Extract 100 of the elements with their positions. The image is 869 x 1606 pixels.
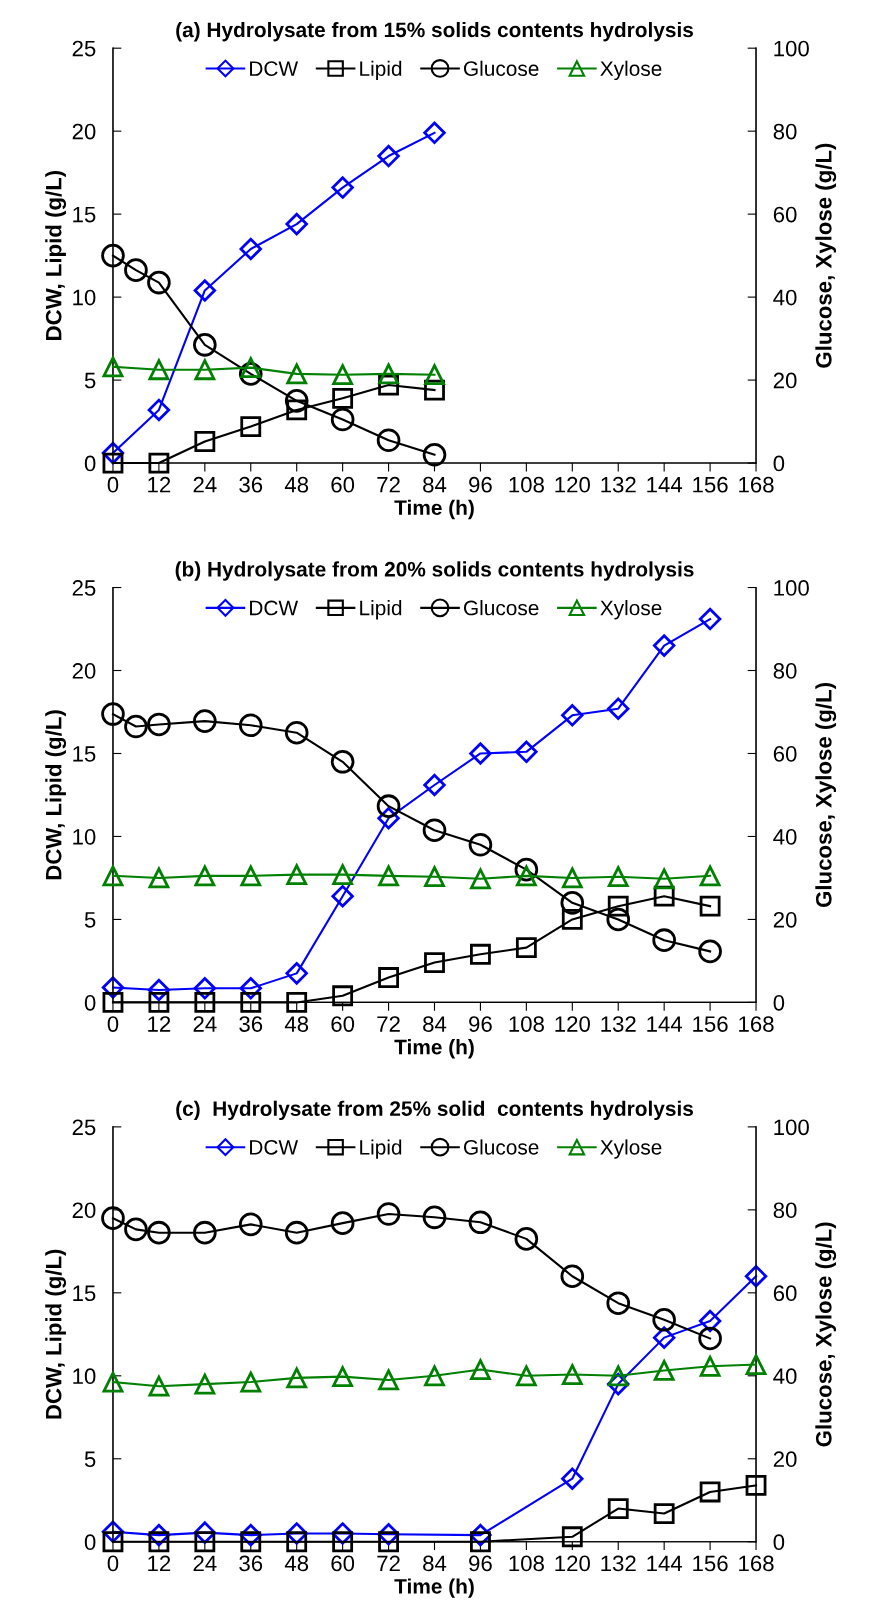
x-tick-label: 108 (509, 476, 544, 493)
y2-tick-label: 60 (773, 746, 797, 762)
y2-tick-label: 40 (773, 1368, 797, 1385)
point (240, 357, 262, 379)
point (194, 1531, 216, 1553)
point (102, 865, 124, 887)
x-tick-label: 72 (377, 1555, 400, 1572)
y2-tick-label: 0 (773, 455, 785, 472)
x-tick-label: 24 (193, 1016, 217, 1032)
point (514, 1227, 539, 1251)
point (745, 1474, 767, 1496)
x-tick-label: 48 (284, 1016, 309, 1032)
point (377, 144, 400, 168)
y-tick-label: 25 (72, 1119, 96, 1136)
y2-tick-label: 80 (773, 663, 797, 679)
point (102, 1531, 124, 1553)
point (332, 387, 354, 409)
legend-label: Glucose (464, 600, 539, 616)
point (238, 713, 263, 738)
x-tick-label: 36 (239, 1555, 263, 1572)
y-tick-label: 5 (84, 372, 96, 389)
x-axis-title: Time (h) (394, 499, 474, 520)
point (470, 943, 491, 965)
x-tick-label: 60 (331, 1016, 355, 1032)
x-tick-label: 132 (601, 1555, 636, 1572)
point (376, 428, 401, 453)
x-tick-label: 120 (555, 1016, 590, 1032)
legend-label: Glucose (464, 1139, 539, 1155)
y2-axis-title: Glucose, Xylose (g/L) (815, 143, 837, 368)
point (284, 389, 309, 413)
point (286, 1367, 308, 1389)
x-tick-label: 168 (739, 476, 774, 493)
point (286, 1531, 308, 1553)
x-tick-label: 168 (739, 1016, 774, 1032)
point (148, 991, 170, 1013)
y2-axis-title: Glucose, Xylose (g/L) (815, 683, 837, 908)
x-tick-label: 144 (647, 477, 683, 493)
point (468, 1210, 493, 1235)
point (653, 868, 675, 890)
x-axis-title: Time (h) (394, 1578, 474, 1598)
point (606, 1291, 631, 1316)
y-tick-label: 20 (72, 663, 96, 679)
legend-label: DCW (250, 61, 299, 76)
point (102, 452, 124, 474)
point (698, 939, 722, 964)
point (378, 967, 399, 988)
point (560, 1264, 585, 1289)
point (194, 431, 216, 452)
point (376, 1202, 401, 1226)
point (331, 884, 354, 908)
y2-tick-label: 20 (773, 372, 797, 389)
point (607, 697, 630, 720)
point (286, 399, 308, 421)
point (470, 1531, 491, 1553)
legend-label: Lipid (360, 60, 402, 81)
point (240, 1531, 262, 1553)
x-tick-label: 84 (423, 1016, 447, 1032)
point (194, 991, 216, 1013)
y-tick-label: 25 (72, 580, 96, 596)
point (148, 452, 170, 474)
point (424, 364, 445, 386)
point (699, 1481, 721, 1503)
legend-label: Xylose (600, 60, 662, 81)
x-tick-label: 132 (601, 476, 636, 493)
point (124, 714, 148, 739)
y2-tick-label: 40 (773, 828, 797, 845)
point (606, 907, 631, 932)
point (332, 364, 354, 386)
point (376, 794, 401, 818)
point (377, 1367, 400, 1391)
legend-label: Lipid (360, 1139, 402, 1159)
point (193, 1220, 217, 1245)
point (422, 442, 447, 467)
x-tick-label: 0 (107, 1555, 119, 1572)
point (699, 895, 721, 917)
x-tick-label: 96 (469, 1555, 492, 1572)
point (378, 1531, 399, 1553)
x-tick-label: 60 (331, 1555, 355, 1572)
point (607, 1498, 629, 1519)
y2-tick-label: 60 (773, 206, 797, 223)
point (470, 868, 491, 890)
point (239, 237, 262, 261)
x-tick-label: 36 (239, 476, 263, 493)
y-tick-label: 0 (84, 994, 96, 1011)
x-tick-label: 24 (193, 1555, 217, 1572)
point (561, 865, 584, 889)
x-tick-label: 84 (423, 1555, 447, 1572)
point (238, 1212, 263, 1237)
point (468, 832, 493, 857)
point (653, 1503, 675, 1524)
point (515, 1365, 537, 1387)
point (102, 991, 124, 1013)
point (332, 1366, 354, 1388)
point (515, 937, 537, 959)
y-axis-title: DCW, Lipid (g/L) (45, 710, 67, 880)
x-tick-label: 12 (148, 1555, 171, 1572)
point (422, 1205, 447, 1230)
y-tick-label: 5 (84, 912, 96, 928)
point (240, 865, 262, 887)
y2-axis-title: Glucose, Xylose (g/L) (815, 1222, 837, 1447)
